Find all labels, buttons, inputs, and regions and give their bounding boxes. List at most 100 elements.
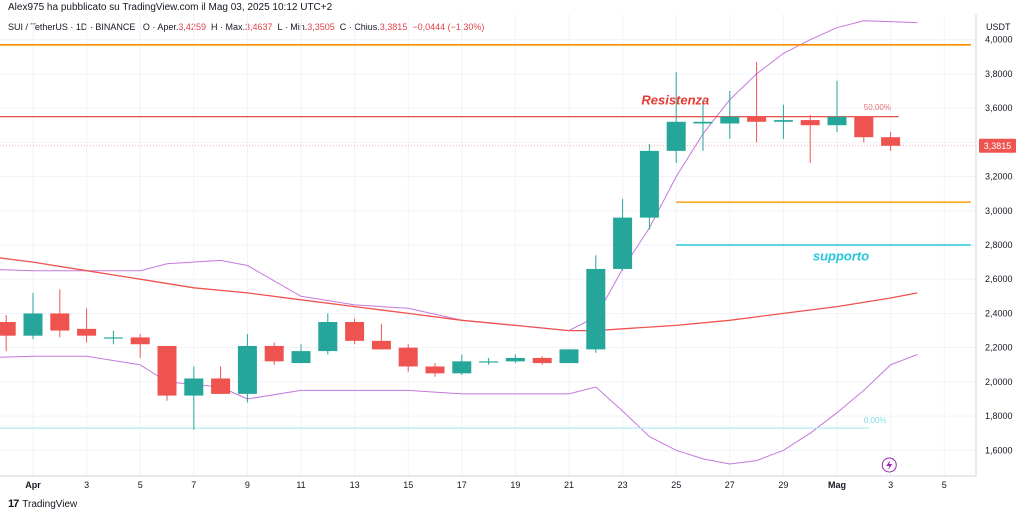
x-tick-label: 3	[84, 480, 89, 490]
candle-body	[639, 150, 659, 218]
candle-body	[0, 322, 16, 336]
candle	[800, 114, 820, 163]
candle-body	[130, 337, 150, 345]
candle	[318, 313, 338, 355]
candle	[586, 255, 606, 353]
close-label: C · Chius.	[339, 22, 380, 32]
candle-body	[425, 366, 445, 374]
candle-body	[77, 328, 97, 336]
candle	[0, 315, 16, 352]
x-tick-label: 19	[510, 480, 520, 490]
candle	[130, 333, 150, 358]
candle-body	[264, 345, 284, 362]
symbol-label[interactable]: SUI / TetherUS · 1D · BINANCE	[8, 22, 136, 32]
candle	[720, 91, 740, 139]
candle-body	[479, 361, 499, 363]
candle-body	[827, 116, 847, 126]
candle	[345, 318, 365, 345]
candle	[479, 357, 499, 365]
last-price-badge	[979, 138, 1016, 153]
x-tick-label: 9	[245, 480, 250, 490]
low-value: 3,3505	[307, 22, 335, 32]
candle	[827, 80, 847, 133]
symbol-ohlc-legend[interactable]: SUI / TetherUS · 1D · BINANCE O · Aper.3…	[8, 22, 484, 32]
y-tick-label: 2,4000	[985, 308, 1013, 318]
horizontal-levels	[0, 43, 976, 429]
candle-body	[211, 378, 231, 394]
candle	[452, 354, 472, 376]
y-tick-label: 3,2000	[985, 172, 1013, 182]
x-tick-label: 3	[888, 480, 893, 490]
y-tick-label: 2,8000	[985, 240, 1013, 250]
candle-body	[103, 337, 123, 339]
candle	[613, 198, 633, 271]
x-tick-label: 7	[191, 480, 196, 490]
x-tick-label: 29	[778, 480, 788, 490]
y-tick-label: 3,0000	[985, 206, 1013, 216]
published-by-text: Alex975 ha pubblicato su TradingView.com…	[8, 2, 333, 13]
candle-body	[157, 345, 177, 396]
candle	[854, 116, 874, 143]
candle	[773, 104, 793, 139]
candle	[184, 366, 204, 430]
candle	[50, 289, 70, 338]
candle-body	[345, 322, 365, 341]
candle	[693, 99, 713, 151]
brand-name: TradingView	[22, 498, 78, 510]
candle-body	[747, 116, 767, 122]
candle	[747, 61, 767, 143]
annotations: Resistenza supporto 50,00% 0,00%	[641, 93, 891, 425]
x-tick-label: 27	[725, 480, 735, 490]
fib-0-label: 0,00%	[864, 416, 887, 425]
resistenza-label: Resistenza	[641, 93, 709, 108]
candle	[505, 354, 525, 364]
candle-body	[237, 345, 257, 394]
y-tick-label: 1,6000	[985, 445, 1013, 455]
open-value: 3,4259	[178, 22, 206, 32]
candle-body	[50, 313, 70, 331]
candle	[559, 349, 579, 364]
y-tick-label: 4,0000	[985, 35, 1013, 45]
candle-body	[398, 347, 418, 367]
candle	[639, 144, 659, 230]
bollinger-upper-line	[0, 20, 918, 332]
change-value: −0,0444 (−1,30%)	[412, 22, 485, 32]
high-label: H · Max.	[210, 22, 245, 32]
candle-body	[184, 378, 204, 396]
y-tick-label: 2,0000	[985, 377, 1013, 387]
candle	[291, 344, 311, 364]
last-price-badge-text: 3,3815	[984, 141, 1012, 151]
candles	[0, 61, 901, 430]
candle	[23, 292, 43, 340]
candle-body	[613, 217, 633, 269]
candle	[532, 356, 552, 365]
x-tick-label: 5	[942, 480, 947, 490]
candle-body	[559, 349, 579, 364]
candle-body	[23, 313, 43, 336]
tradingview-logo-icon: 17	[8, 498, 19, 510]
fib-50-label: 50,00%	[864, 103, 891, 112]
candle	[77, 308, 97, 343]
moving-average-line	[0, 257, 918, 332]
x-tick-label: 11	[296, 480, 305, 490]
axes: 1,6000 1,8000 2,0000 2,2000 2,4000 2,6000 2,80…	[0, 14, 1016, 490]
x-tick-label: 21	[564, 480, 574, 490]
candle	[881, 132, 901, 151]
tradingview-brand[interactable]: 17 TradingView	[8, 498, 77, 510]
candle	[666, 72, 686, 163]
bollinger-bands	[0, 20, 918, 465]
x-tick-label: 13	[350, 480, 360, 490]
y-tick-label: 2,2000	[985, 343, 1013, 353]
candle-body	[371, 340, 391, 350]
candle	[211, 366, 231, 394]
candle-body	[800, 120, 820, 126]
candle-body	[291, 351, 311, 364]
x-tick-label: Mag	[828, 480, 846, 490]
candle-body	[773, 120, 793, 122]
high-value: 3,4637	[244, 22, 273, 32]
candle-body	[666, 121, 686, 151]
y-tick-label: 3,6000	[985, 103, 1013, 113]
close-value: 3,3815	[379, 22, 408, 32]
candle-body	[854, 116, 874, 138]
